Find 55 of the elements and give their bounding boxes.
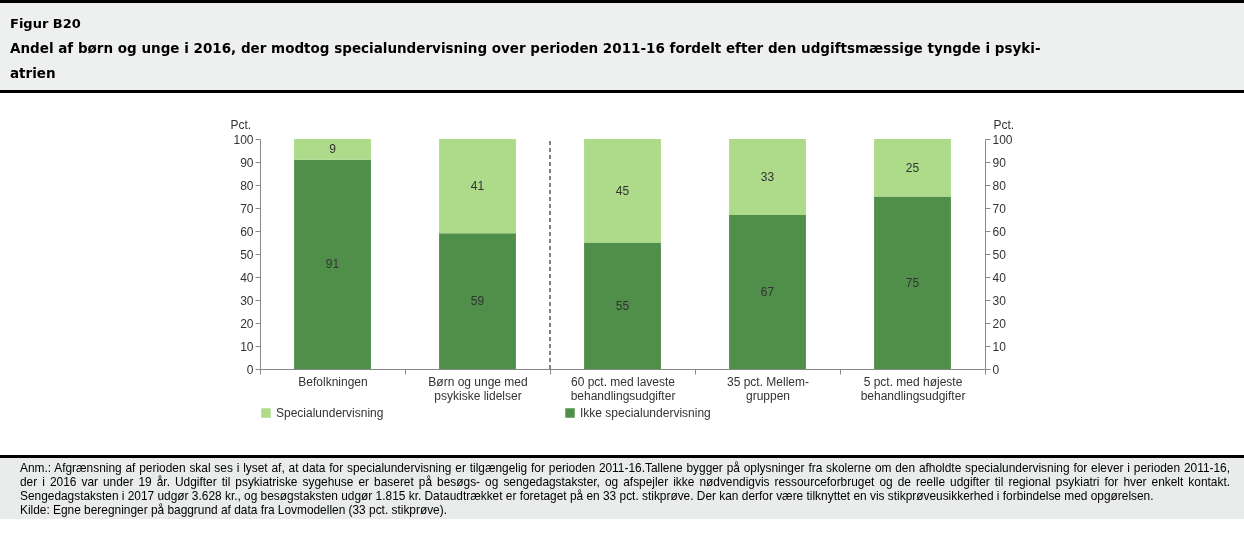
bar <box>439 139 516 234</box>
y-tick-label: 70 <box>240 201 254 216</box>
data-label: 91 <box>325 257 340 272</box>
y-tick-label: 80 <box>240 178 254 193</box>
x-tick-label: Befolkningen <box>298 374 368 389</box>
data-label: 33 <box>760 169 775 184</box>
data-label: 55 <box>615 298 630 313</box>
y2-tick-label: 0 <box>992 362 1000 377</box>
y-tick-label: 30 <box>240 293 254 308</box>
text: Kilde: Egne beregninger på baggrund af data fra Lovmodellen (33 pct. stikprøve). <box>20 503 448 517</box>
data-label: 25 <box>905 160 920 175</box>
y-axis-title: Pct. <box>230 117 252 132</box>
y2-tick-label: 100 <box>992 132 1013 147</box>
data-label: 67 <box>760 284 775 299</box>
y2-tick-label: 10 <box>992 339 1007 354</box>
y2-tick-label: 30 <box>992 293 1007 308</box>
y2-axis-title: Pct. <box>993 117 1015 132</box>
x-tick-label: 5 pct. med højeste behandlingsudgifter <box>860 374 966 403</box>
bar <box>439 233 516 369</box>
y-tick-label: 40 <box>240 270 254 285</box>
bar <box>294 139 371 160</box>
bar <box>729 214 806 369</box>
data-label: 59 <box>470 294 485 309</box>
bar <box>874 196 951 369</box>
x-tick-label: 60 pct. med laveste behandlingsudgifter <box>570 374 676 403</box>
y-tick-label: 0 <box>246 362 254 377</box>
chart-subtitle: Andel af børn og unge i 2016, der modtog specialundervisning over perioden 2011-16 fordelt efter den udgiftsmæssige tyngde i psyki-atrien <box>10 39 1042 83</box>
text: Figur B20 <box>10 15 82 33</box>
bar <box>294 159 371 369</box>
data-label: 45 <box>615 183 630 198</box>
bar <box>729 139 806 215</box>
y2-tick-label: 80 <box>992 178 1007 193</box>
y2-tick-label: 70 <box>992 201 1007 216</box>
y2-tick-label: 90 <box>992 155 1007 170</box>
y2-tick-label: 40 <box>992 270 1007 285</box>
y-tick-label: 100 <box>233 132 254 147</box>
y2-tick-label: 50 <box>992 247 1007 262</box>
legend-label: Ikke specialundervisning <box>580 406 711 420</box>
y-tick-label: 10 <box>240 339 254 354</box>
x-tick-label: 35 pct. Mellem- gruppen <box>726 374 810 403</box>
y-tick-label: 50 <box>240 247 254 262</box>
bar <box>874 139 951 197</box>
data-label: 75 <box>905 275 920 290</box>
y-tick-label: 90 <box>240 155 254 170</box>
data-label: 41 <box>470 179 485 194</box>
text: Anm.: Afgrænsning af perioden skal ses i lyset af, at data for specialundervisning er tilgængelig for perioden 2011-16.Tallene bygger på oplysninger fra skolerne om den afholdte specialundervisning for elever i perioden 2011-16, der i 2016 var under 19 år. Udgifter til psykiatriske sygehuse er baseret på besøgs- og sengedagstakster, og afspejler ikke nødvendigvis ressourceforbruget og de reelle udgifter til regional psykiatri for hver enkelt kontakt. Sengedagstaksten i 2017 udgør 3.628 kr., og besøgstaksten udgør 1.815 kr. Dataudtrækket er foretaget på en 33 pct. stikprøve. Der kan derfor være tilknyttet en vis stikprøveusikkerhed i forbindelse med opgørelsen. <box>20 461 1230 503</box>
y2-tick-label: 60 <box>992 224 1007 239</box>
y-tick-label: 60 <box>240 224 254 239</box>
data-label: 9 <box>329 142 337 157</box>
bar <box>584 139 661 243</box>
bar <box>584 242 661 369</box>
y-tick-label: 20 <box>240 316 254 331</box>
x-tick-label: Børn og unge med psykiske lidelser <box>428 374 528 403</box>
y2-tick-label: 20 <box>992 316 1007 331</box>
legend-label: Specialundervisning <box>276 406 384 420</box>
